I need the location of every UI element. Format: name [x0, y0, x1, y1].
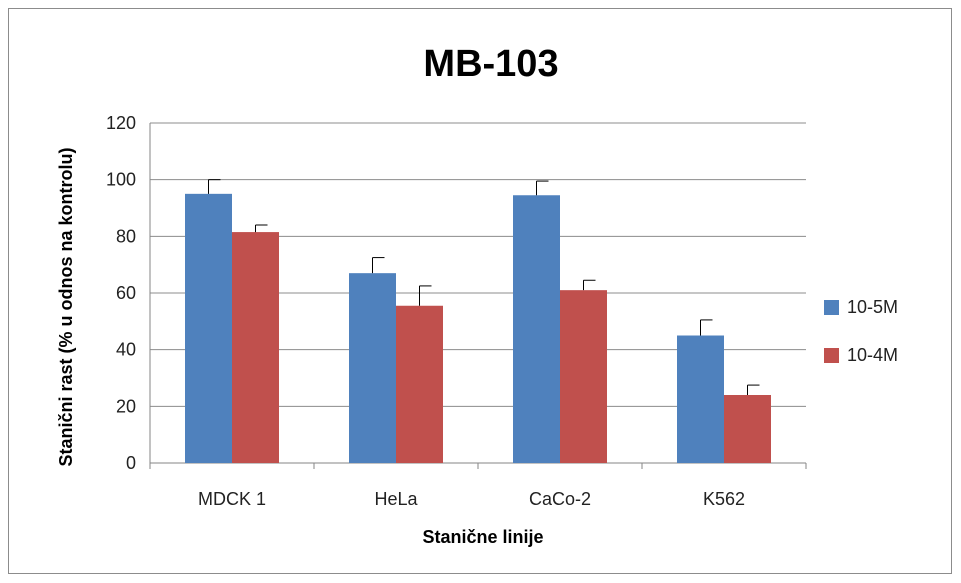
x-tick-label: K562 — [703, 489, 745, 509]
tick-labels: 0 20 40 60 80 100 120 MDCK 1 HeLa CaCo-2 K562 — [106, 113, 745, 509]
y-axis-title: Stanični rast (% u odnos na kontrolu) — [56, 147, 76, 466]
bar-series1 — [677, 335, 724, 463]
legend: 10-5M 10-4M — [824, 297, 898, 365]
y-tick-label: 80 — [116, 226, 136, 246]
bar-series2 — [560, 290, 607, 463]
bars — [185, 179, 771, 464]
bar-series1 — [513, 195, 560, 463]
bar-chart: MB-103 Stanične linije Stanični rast (% … — [56, 43, 898, 547]
legend-label: 10-4M — [847, 345, 898, 365]
bar-series2 — [396, 305, 443, 463]
bar-series2 — [232, 232, 279, 463]
y-tick-label: 120 — [106, 113, 136, 133]
x-tick-label: MDCK 1 — [198, 489, 266, 509]
y-tick-label: 100 — [106, 170, 136, 190]
legend-label: 10-5M — [847, 297, 898, 317]
bar-series1 — [349, 273, 396, 463]
chart-frame: MB-103 Stanične linije Stanični rast (% … — [8, 8, 952, 574]
x-tick-label: HeLa — [374, 489, 418, 509]
x-tick-label: CaCo-2 — [529, 489, 591, 509]
bar-series1 — [185, 193, 232, 464]
x-axis-title: Stanične linije — [422, 527, 543, 547]
y-tick-label: 60 — [116, 283, 136, 303]
y-tick-label: 40 — [116, 340, 136, 360]
legend-swatch — [824, 348, 839, 363]
y-tick-label: 0 — [126, 453, 136, 473]
legend-swatch — [824, 300, 839, 315]
bar-series2 — [724, 395, 771, 463]
y-tick-label: 20 — [116, 396, 136, 416]
chart-title: MB-103 — [423, 43, 558, 85]
